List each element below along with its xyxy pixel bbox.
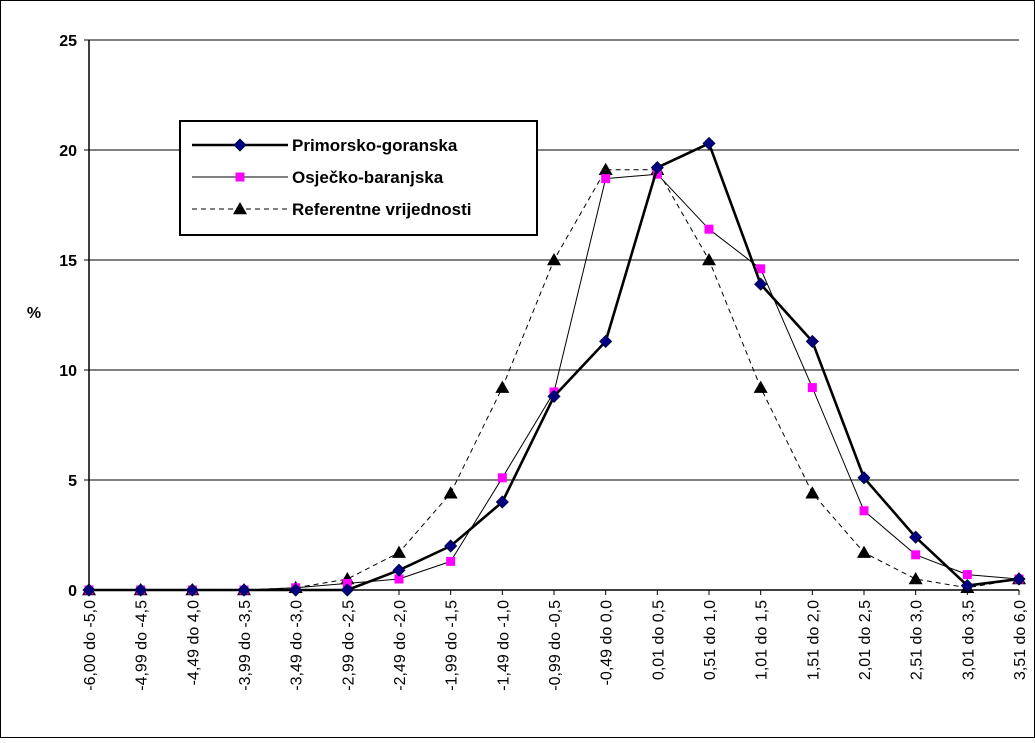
data-point <box>392 545 406 558</box>
x-tick-label: 3,01 do 3,5 <box>960 600 977 680</box>
data-point <box>497 473 507 483</box>
data-point <box>650 161 664 175</box>
y-tick-label: 15 <box>59 253 77 270</box>
data-point <box>807 383 817 393</box>
data-point <box>289 583 303 597</box>
data-point <box>857 545 871 558</box>
x-tick-label: -2,99 do -2,5 <box>340 600 357 691</box>
data-point <box>753 380 768 393</box>
x-tick-label: 2,51 do 3,0 <box>909 600 926 680</box>
data-point <box>704 224 714 234</box>
data-point <box>495 380 510 393</box>
y-tick-label: 10 <box>59 363 77 380</box>
data-point <box>446 556 456 566</box>
x-tick-label: -6,00 do -5,0 <box>82 600 99 691</box>
y-tick-label: 25 <box>59 33 77 50</box>
data-point <box>237 583 251 597</box>
data-point <box>495 495 509 509</box>
x-tick-label: -3,49 do -3,0 <box>289 600 306 691</box>
data-point <box>857 471 871 485</box>
legend-label: Primorsko-goranska <box>292 136 458 155</box>
data-point <box>911 550 921 560</box>
data-point <box>340 583 354 597</box>
x-tick-label: 0,01 do 0,5 <box>650 600 667 680</box>
x-tick-label: -4,49 do 4,0 <box>185 600 202 686</box>
x-tick-label: -2,49 do -2,0 <box>392 600 409 691</box>
data-point <box>599 334 613 348</box>
data-point <box>185 583 199 597</box>
y-axis-label: % <box>27 305 41 322</box>
legend-marker <box>235 172 245 182</box>
x-tick-label: -0,49 do 0,0 <box>599 600 616 686</box>
legend: Primorsko-goranska Osječko-baranjska Refer… <box>179 120 538 236</box>
data-point <box>134 583 148 597</box>
data-point <box>547 253 561 266</box>
data-point <box>702 253 716 266</box>
x-tick-label: 2,01 do 2,5 <box>857 600 874 680</box>
x-tick-label: -4,99 do -4,5 <box>134 600 151 691</box>
data-point <box>909 530 923 544</box>
x-tick-label: 1,51 do 2,0 <box>805 600 822 680</box>
data-point <box>547 389 561 403</box>
data-point <box>960 579 974 593</box>
x-tick-label: 3,51 do 6,0 <box>1012 600 1029 680</box>
data-point <box>601 174 611 184</box>
legend-label: Osječko-baranjska <box>292 168 444 187</box>
y-tick-label: 20 <box>59 143 77 160</box>
data-point <box>805 486 820 499</box>
legend-label: Referentne vrijednosti <box>292 200 472 219</box>
data-point <box>1012 572 1026 586</box>
data-point <box>444 539 458 553</box>
data-point <box>652 169 662 179</box>
x-tick-label: -1,99 do -1,5 <box>444 600 461 691</box>
data-point <box>598 162 613 176</box>
data-point <box>392 563 406 577</box>
x-tick-label: -0,99 do -0,5 <box>547 600 564 691</box>
x-tick-label: -1,49 do -1,0 <box>495 600 512 691</box>
data-point <box>908 572 923 585</box>
x-tick-label: 0,51 do 1,0 <box>702 600 719 680</box>
x-tick-label: 1,01 do 1,5 <box>754 600 771 680</box>
data-point <box>859 506 869 516</box>
data-point <box>754 277 768 291</box>
data-point <box>962 570 972 580</box>
x-tick-label: -3,99 do -3,5 <box>237 600 254 691</box>
y-tick-label: 5 <box>68 473 77 490</box>
data-point <box>443 486 458 499</box>
y-tick-label: 0 <box>68 583 77 600</box>
series-0 <box>82 136 1026 597</box>
data-point <box>82 583 96 597</box>
legend-marker <box>233 138 247 152</box>
data-point <box>702 136 716 150</box>
data-point <box>394 574 404 584</box>
data-point <box>805 334 819 348</box>
series-lines <box>82 136 1026 597</box>
data-point <box>342 578 352 588</box>
data-point <box>756 264 766 274</box>
axes: 0 5 10 15 20 25 -6,00 do -5,0 -4,99 do -4,5 -4,4… <box>59 33 1029 691</box>
legend-marker <box>233 202 247 215</box>
